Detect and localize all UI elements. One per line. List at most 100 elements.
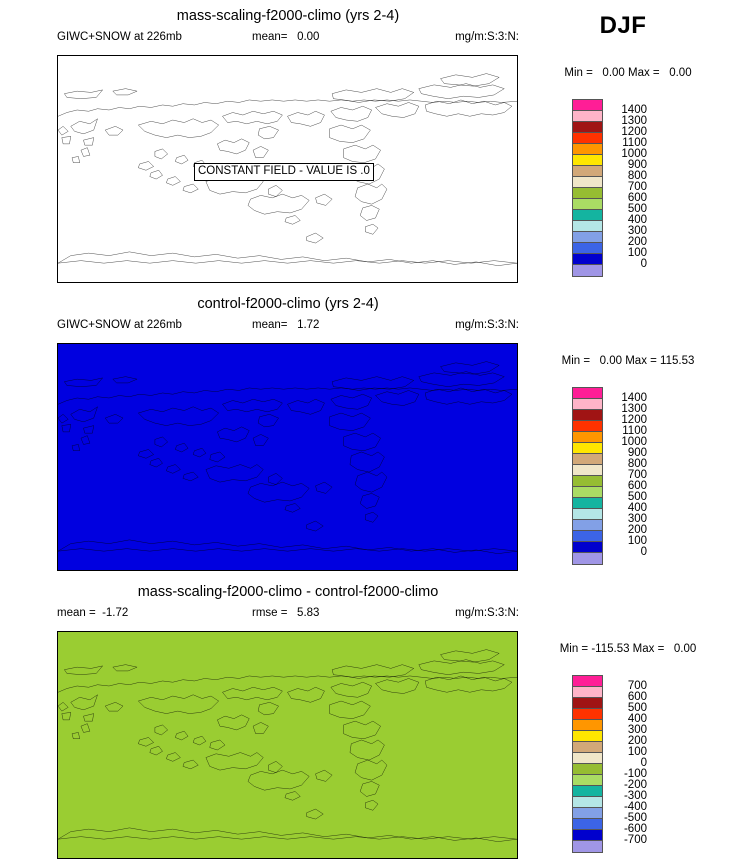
panel-3-rmse-label: rmse = 5.83: [252, 607, 320, 619]
colorbar-tick-label: 1300: [621, 403, 647, 415]
constant-field-notice: CONSTANT FIELD - VALUE IS .0: [194, 163, 374, 181]
colorbar-tick-label: 900: [627, 159, 647, 171]
colorbar-swatch: [573, 476, 602, 487]
panel-3: mass-scaling-f2000-climo - control-f2000…: [0, 576, 732, 865]
colorbar-swatch: [573, 542, 602, 553]
panel-2-title: control-f2000-climo (yrs 2-4): [197, 296, 379, 312]
colorbar-tick-label: 300: [627, 513, 647, 525]
colorbar-swatch: [573, 199, 602, 210]
colorbar-swatch: [573, 509, 602, 520]
colorbar-swatch: [573, 254, 602, 265]
colorbar-tick-label: 700: [627, 469, 647, 481]
colorbar-tick-label: 0: [640, 546, 647, 558]
colorbar-tick-label: 600: [627, 691, 647, 703]
colorbar-swatch: [573, 454, 602, 465]
panel-3-coastlines: [58, 649, 517, 842]
panel-2-colorbar-swatches: [572, 387, 603, 565]
panel-2: control-f2000-climo (yrs 2-4) GIWC+SNOW …: [0, 288, 732, 578]
colorbar-swatch: [573, 687, 602, 698]
colorbar-tick-label: 1200: [621, 414, 647, 426]
colorbar-tick-label: -400: [623, 801, 647, 813]
panel-3-minmax: Min = -115.53 Max = 0.00: [559, 643, 697, 655]
colorbar-swatch: [573, 753, 602, 764]
colorbar-swatch: [573, 443, 602, 454]
colorbar-swatch: [573, 830, 602, 841]
panel-1-minmax: Min = 0.00 Max = 0.00: [564, 67, 692, 79]
colorbar-swatch: [573, 166, 602, 177]
season-label: DJF: [599, 12, 647, 39]
colorbar-swatch: [573, 553, 602, 564]
panel-1-field-label: GIWC+SNOW at 226mb: [57, 31, 182, 43]
colorbar-swatch: [573, 410, 602, 421]
colorbar-tick-label: 600: [627, 192, 647, 204]
colorbar-tick-label: 600: [627, 480, 647, 492]
panel-2-units-label: mg/m:S:3:N:: [455, 319, 519, 331]
colorbar-tick-label: -700: [623, 834, 647, 846]
panel-2-field-label: GIWC+SNOW at 226mb: [57, 319, 182, 331]
colorbar-swatch: [573, 122, 602, 133]
colorbar-swatch: [573, 100, 602, 111]
panel-1-colorbar-labels: 1400 1300 1200 1100 1000 900 800 700 600 500 400 30…: [605, 104, 647, 270]
colorbar-swatch: [573, 676, 602, 687]
colorbar-swatch: [573, 520, 602, 531]
colorbar-swatch: [573, 808, 602, 819]
panel-3-stats: mean = -1.72 rmse = 5.83 mg/m:S:3:N:: [57, 607, 519, 623]
colorbar-swatch: [573, 133, 602, 144]
colorbar-tick-label: 200: [627, 524, 647, 536]
panel-1-colorbar-swatches: [572, 99, 603, 277]
panel-1: mass-scaling-f2000-climo (yrs 2-4) GIWC+…: [0, 0, 732, 290]
colorbar-tick-label: 1000: [621, 436, 647, 448]
colorbar-swatch: [573, 764, 602, 775]
panel-2-coastlines: [58, 361, 517, 554]
colorbar-tick-label: 1400: [621, 104, 647, 116]
colorbar-tick-label: 200: [627, 735, 647, 747]
colorbar-tick-label: 500: [627, 491, 647, 503]
colorbar-swatch: [573, 709, 602, 720]
colorbar-tick-label: 100: [627, 247, 647, 259]
colorbar-swatch: [573, 232, 602, 243]
colorbar-swatch: [573, 399, 602, 410]
colorbar-swatch: [573, 786, 602, 797]
panel-3-map[interactable]: [57, 631, 518, 859]
panel-2-stats: GIWC+SNOW at 226mb mean= 1.72 mg/m:S:3:N…: [57, 319, 519, 335]
colorbar-tick-label: 700: [627, 680, 647, 692]
panel-2-colorbar-labels: 1400 1300 1200 1100 1000 900 800 700 600 500 400 30…: [605, 392, 647, 558]
colorbar-tick-label: 1100: [622, 137, 647, 149]
colorbar-swatch: [573, 775, 602, 786]
colorbar-swatch: [573, 144, 602, 155]
colorbar-swatch: [573, 188, 602, 199]
colorbar-swatch: [573, 841, 602, 852]
panel-1-title: mass-scaling-f2000-climo (yrs 2-4): [176, 8, 400, 24]
colorbar-swatch: [573, 265, 602, 276]
colorbar-swatch: [573, 210, 602, 221]
colorbar-tick-label: 300: [627, 724, 647, 736]
panel-2-map[interactable]: [57, 343, 518, 571]
panel-1-map[interactable]: CONSTANT FIELD - VALUE IS .0: [57, 55, 518, 283]
colorbar-swatch: [573, 177, 602, 188]
panel-1-coastlines: [58, 73, 517, 266]
colorbar-tick-label: 0: [640, 258, 647, 270]
colorbar-tick-label: 1100: [622, 425, 647, 437]
colorbar-tick-label: 900: [627, 447, 647, 459]
colorbar-tick-label: 100: [627, 746, 647, 758]
panel-3-colorbar-swatches: [572, 675, 603, 853]
colorbar-tick-label: 300: [627, 225, 647, 237]
colorbar-swatch: [573, 432, 602, 443]
colorbar-swatch: [573, 421, 602, 432]
colorbar-swatch: [573, 742, 602, 753]
colorbar-swatch: [573, 498, 602, 509]
colorbar-swatch: [573, 531, 602, 542]
colorbar-tick-label: 500: [627, 702, 647, 714]
colorbar-tick-label: 400: [627, 502, 647, 514]
panel-3-map-fill: [58, 632, 517, 858]
colorbar-tick-label: -100: [623, 768, 647, 780]
colorbar-tick-label: -200: [623, 779, 647, 791]
colorbar-tick-label: 100: [627, 535, 647, 547]
panel-1-stats: GIWC+SNOW at 226mb mean= 0.00 mg/m:S:3:N…: [57, 31, 519, 47]
colorbar-tick-label: 1000: [621, 148, 647, 160]
colorbar-swatch: [573, 731, 602, 742]
colorbar-tick-label: 500: [627, 203, 647, 215]
colorbar-tick-label: 400: [627, 214, 647, 226]
panel-2-mean-label: mean= 1.72: [252, 319, 320, 331]
panel-3-mean-label: mean = -1.72: [57, 607, 129, 619]
